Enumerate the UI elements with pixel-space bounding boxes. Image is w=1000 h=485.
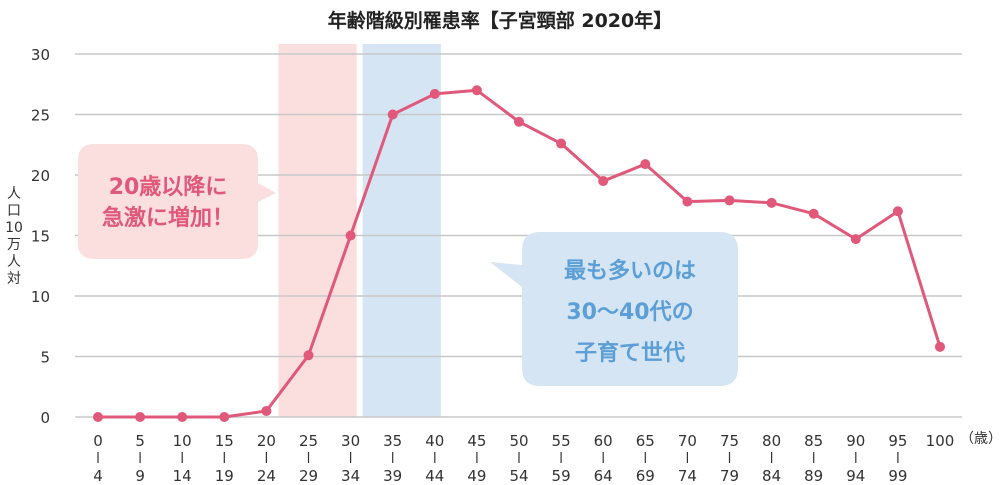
- data-point: [935, 341, 945, 352]
- data-point: [177, 412, 188, 422]
- y-tick-label: 0: [40, 409, 50, 427]
- data-point: [724, 195, 735, 206]
- y-tick-label: 25: [31, 107, 50, 125]
- data-point: [514, 116, 524, 127]
- x-tick-label-bottom: 79: [720, 467, 739, 485]
- data-points: [93, 85, 945, 422]
- y-tick-label: 20: [31, 167, 50, 185]
- callout-blue-shape: [490, 232, 738, 386]
- x-tick-label-top: 70: [678, 432, 697, 450]
- x-tick-label-bottom: 19: [215, 467, 234, 485]
- y-axis-ticks: 0 5 10 15 20 25 30: [31, 46, 50, 427]
- y-axis-label-char: 人: [7, 186, 21, 202]
- x-tick-label-top: 65: [636, 432, 655, 450]
- x-tick-label-bottom: 34: [341, 467, 360, 485]
- x-tick-label-top: 60: [594, 432, 613, 450]
- x-tick-label-top: 25: [299, 432, 318, 450]
- data-point: [135, 412, 146, 422]
- annotation-blue-line-2: 30〜40代の: [566, 300, 693, 325]
- data-point: [640, 159, 651, 170]
- data-point: [471, 85, 482, 96]
- y-axis-label: 人口 10 万人対: [5, 186, 23, 287]
- y-axis-label-char: 万: [7, 237, 21, 253]
- y-axis-label-char: 人: [7, 254, 21, 270]
- x-tick-label-bottom: 54: [509, 467, 528, 485]
- x-tick-label-top: 20: [257, 432, 276, 450]
- data-point: [556, 138, 567, 149]
- x-tick-label-top: 30: [341, 432, 360, 450]
- x-tick-label-top: 5: [135, 432, 145, 450]
- x-axis-unit: （歳）: [960, 431, 1000, 447]
- y-tick-label: 10: [31, 288, 50, 306]
- x-tick-label-bottom: 84: [762, 467, 781, 485]
- y-tick-label: 15: [31, 228, 50, 246]
- x-tick-label-bottom: 49: [467, 467, 486, 485]
- data-point: [429, 88, 440, 99]
- data-point: [808, 208, 819, 219]
- highlight-band: [362, 44, 441, 417]
- data-point: [892, 206, 903, 217]
- x-tick-label-top: 85: [804, 432, 823, 450]
- x-tick-label-top: 100: [926, 432, 955, 450]
- data-point: [261, 405, 272, 416]
- highlight-band: [278, 44, 357, 417]
- y-axis-label-text: 人口 10 万人対: [5, 186, 23, 287]
- data-point: [345, 230, 356, 241]
- highlight-bands: [278, 44, 441, 417]
- x-tick-label-top: 80: [762, 432, 781, 450]
- x-tick-label-top: 15: [215, 432, 234, 450]
- x-tick-label-bottom: 99: [888, 467, 907, 485]
- data-point: [93, 412, 103, 422]
- x-tick-label-top: 35: [383, 432, 402, 450]
- x-tick-label-bottom: 69: [636, 467, 655, 485]
- x-tick-label-bottom: 44: [425, 467, 444, 485]
- annotation-pink-line-2: 急激に増加！: [102, 205, 234, 231]
- x-tick-label-top: 55: [552, 432, 571, 450]
- x-tick-label-bottom: 59: [552, 467, 571, 485]
- x-axis-ticks: 0459101415192024252930343539404445495054…: [93, 432, 954, 485]
- y-axis-label-char: 対: [7, 271, 21, 287]
- x-tick-label-bottom: 29: [299, 467, 318, 485]
- annotation-pink: 20歳以降に 急激に増加！: [78, 144, 276, 259]
- annotation-blue-line-3: 子育て世代: [575, 340, 685, 366]
- x-tick-label-top: 45: [467, 432, 486, 450]
- annotation-pink-line-1: 20歳以降に: [109, 175, 228, 200]
- y-axis-label-char: 10: [5, 220, 23, 236]
- x-tick-label-bottom: 14: [173, 467, 192, 485]
- data-point: [682, 196, 693, 207]
- y-tick-label: 5: [40, 349, 50, 367]
- x-tick-label-top: 75: [720, 432, 739, 450]
- x-tick-label-bottom: 94: [846, 467, 865, 485]
- chart-title: 年齢階級別罹患率【子宮頸部 2020年】: [328, 9, 673, 32]
- x-tick-label-top: 40: [425, 432, 444, 450]
- x-tick-label-bottom: 4: [93, 467, 103, 485]
- data-point: [387, 109, 398, 120]
- data-point: [766, 197, 777, 208]
- data-point: [598, 176, 609, 187]
- x-tick-label-top: 50: [509, 432, 528, 450]
- annotation-blue-line-1: 最も多いのは: [564, 258, 696, 284]
- y-axis-label-char: 口: [7, 203, 21, 219]
- x-tick-label-bottom: 39: [383, 467, 402, 485]
- annotation-blue: 最も多いのは 30〜40代の 子育て世代: [490, 232, 738, 386]
- x-tick-label-top: 10: [173, 432, 192, 450]
- x-tick-label-bottom: 74: [678, 467, 697, 485]
- data-point: [850, 234, 861, 245]
- x-tick-label-bottom: 64: [594, 467, 613, 485]
- x-tick-label-bottom: 89: [804, 467, 823, 485]
- x-tick-label-top: 0: [93, 432, 103, 450]
- x-tick-label-bottom: 24: [257, 467, 276, 485]
- x-tick-label-top: 90: [846, 432, 865, 450]
- data-point: [303, 350, 314, 361]
- data-point: [219, 412, 230, 422]
- y-tick-label: 30: [31, 46, 50, 64]
- callout-pink-shape: [78, 144, 276, 259]
- x-tick-label-bottom: 9: [135, 467, 145, 485]
- x-tick-label-top: 95: [888, 432, 907, 450]
